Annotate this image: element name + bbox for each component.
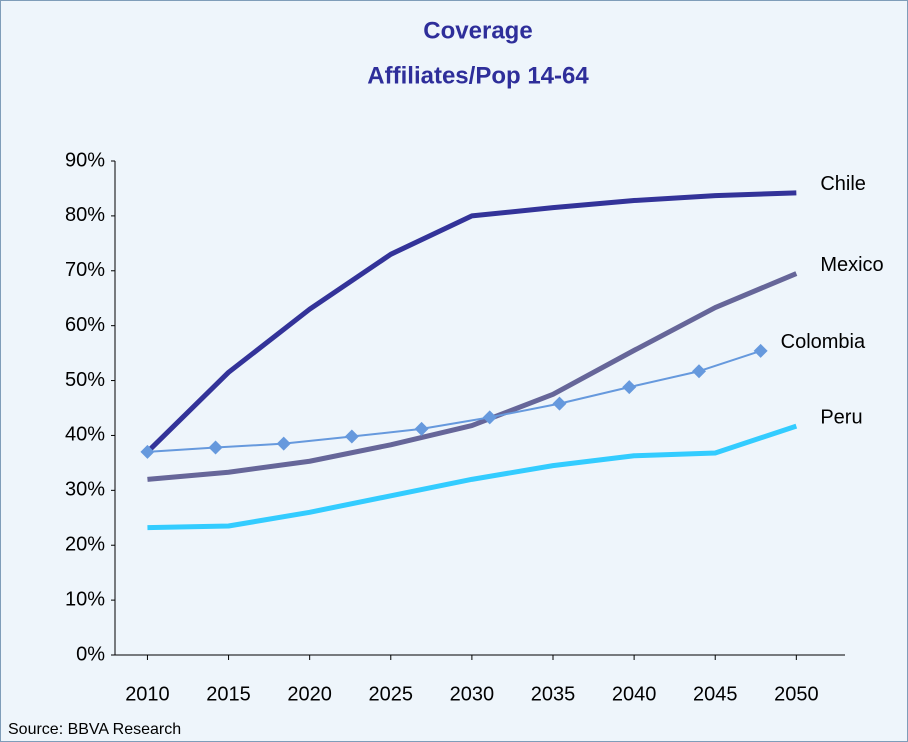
y-tick-label: 40% bbox=[65, 424, 105, 446]
y-tick-label: 70% bbox=[65, 259, 105, 281]
y-tick-label: 50% bbox=[65, 369, 105, 391]
point-marker bbox=[140, 444, 155, 459]
x-tick-label: 2015 bbox=[206, 683, 251, 705]
x-tick-label: 2040 bbox=[612, 683, 657, 705]
series-line bbox=[147, 349, 761, 453]
point-marker bbox=[344, 429, 359, 444]
y-tick-label: 30% bbox=[65, 479, 105, 501]
source-note: Source: BBVA Research bbox=[8, 721, 181, 738]
series-line bbox=[147, 423, 798, 531]
point-marker bbox=[622, 380, 637, 395]
series-label: Peru bbox=[820, 406, 862, 428]
chart-subtitle: Affiliates/Pop 14-64 bbox=[367, 62, 589, 89]
series-line bbox=[147, 271, 798, 482]
point-marker bbox=[753, 343, 768, 358]
chart-title: Coverage bbox=[423, 17, 532, 44]
series-line bbox=[145, 190, 797, 454]
x-tick-label: 2050 bbox=[774, 683, 819, 705]
y-tick-label: 80% bbox=[65, 204, 105, 226]
point-marker bbox=[414, 421, 429, 436]
point-marker bbox=[276, 436, 291, 451]
series-label: Mexico bbox=[820, 254, 883, 276]
x-tick-label: 2025 bbox=[369, 683, 414, 705]
y-tick-label: 90% bbox=[65, 149, 105, 171]
series-label: Chile bbox=[820, 173, 866, 195]
point-marker bbox=[552, 396, 567, 411]
y-tick-label: 20% bbox=[65, 534, 105, 556]
x-tick-label: 2010 bbox=[125, 683, 170, 705]
y-tick-label: 10% bbox=[65, 588, 105, 610]
x-tick-label: 2035 bbox=[531, 683, 576, 705]
point-marker bbox=[692, 364, 706, 379]
y-tick-label: 60% bbox=[65, 314, 105, 336]
point-marker bbox=[208, 440, 223, 455]
x-tick-label: 2045 bbox=[693, 683, 738, 705]
y-tick-label: 0% bbox=[76, 643, 105, 665]
x-tick-label: 2030 bbox=[450, 683, 495, 705]
point-marker bbox=[482, 410, 497, 425]
series-label: Colombia bbox=[781, 331, 866, 353]
x-tick-label: 2020 bbox=[287, 683, 332, 705]
